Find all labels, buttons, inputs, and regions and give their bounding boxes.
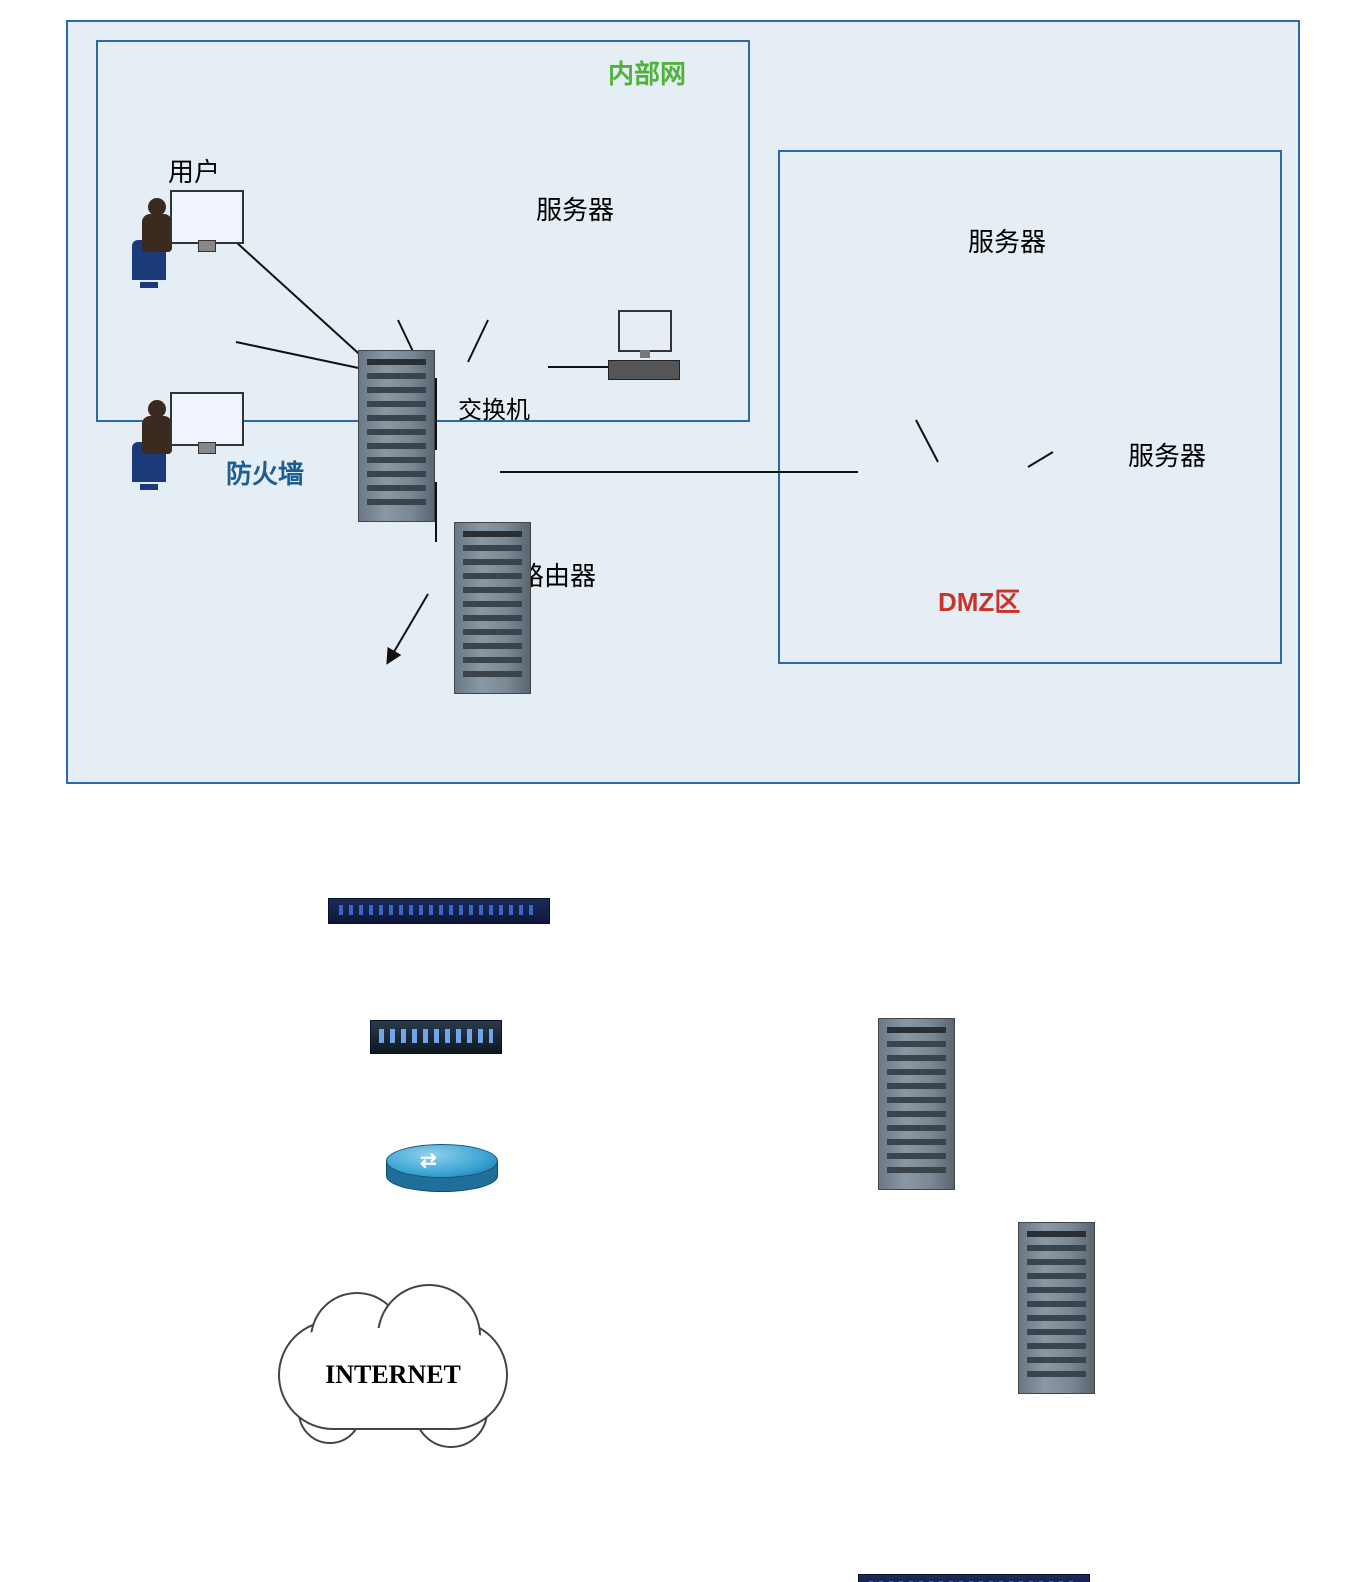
network-diagram: 内部网 DMZ区 用户 服务器 交换机 防火墙 路由器 服务器 服务器 ⇄ [66, 20, 1300, 784]
server-dmz-1 [878, 1018, 955, 1190]
switch-dmz [858, 1574, 1090, 1582]
pc-terminal [608, 310, 678, 380]
router-device: ⇄ [386, 1144, 496, 1198]
firewall-device [370, 1020, 502, 1054]
switch-intranet [328, 898, 550, 924]
internet-cloud: INTERNET [278, 1320, 508, 1430]
internet-label: INTERNET [278, 1320, 508, 1430]
label-switch: 交换机 [458, 390, 530, 425]
label-user: 用户 [168, 152, 220, 189]
label-server-intranet: 服务器 [536, 190, 614, 227]
router-arrows-icon: ⇄ [420, 1148, 433, 1173]
server-intranet-1 [358, 350, 435, 522]
workstation-2 [140, 392, 250, 492]
workstation-1 [140, 190, 250, 290]
zone-intranet-label: 内部网 [608, 54, 686, 91]
server-dmz-2 [1018, 1222, 1095, 1394]
label-server-dmz-2: 服务器 [1128, 436, 1206, 473]
label-server-dmz-1: 服务器 [968, 222, 1046, 259]
zone-dmz-label: DMZ区 [938, 582, 1020, 619]
server-intranet-2 [454, 522, 531, 694]
